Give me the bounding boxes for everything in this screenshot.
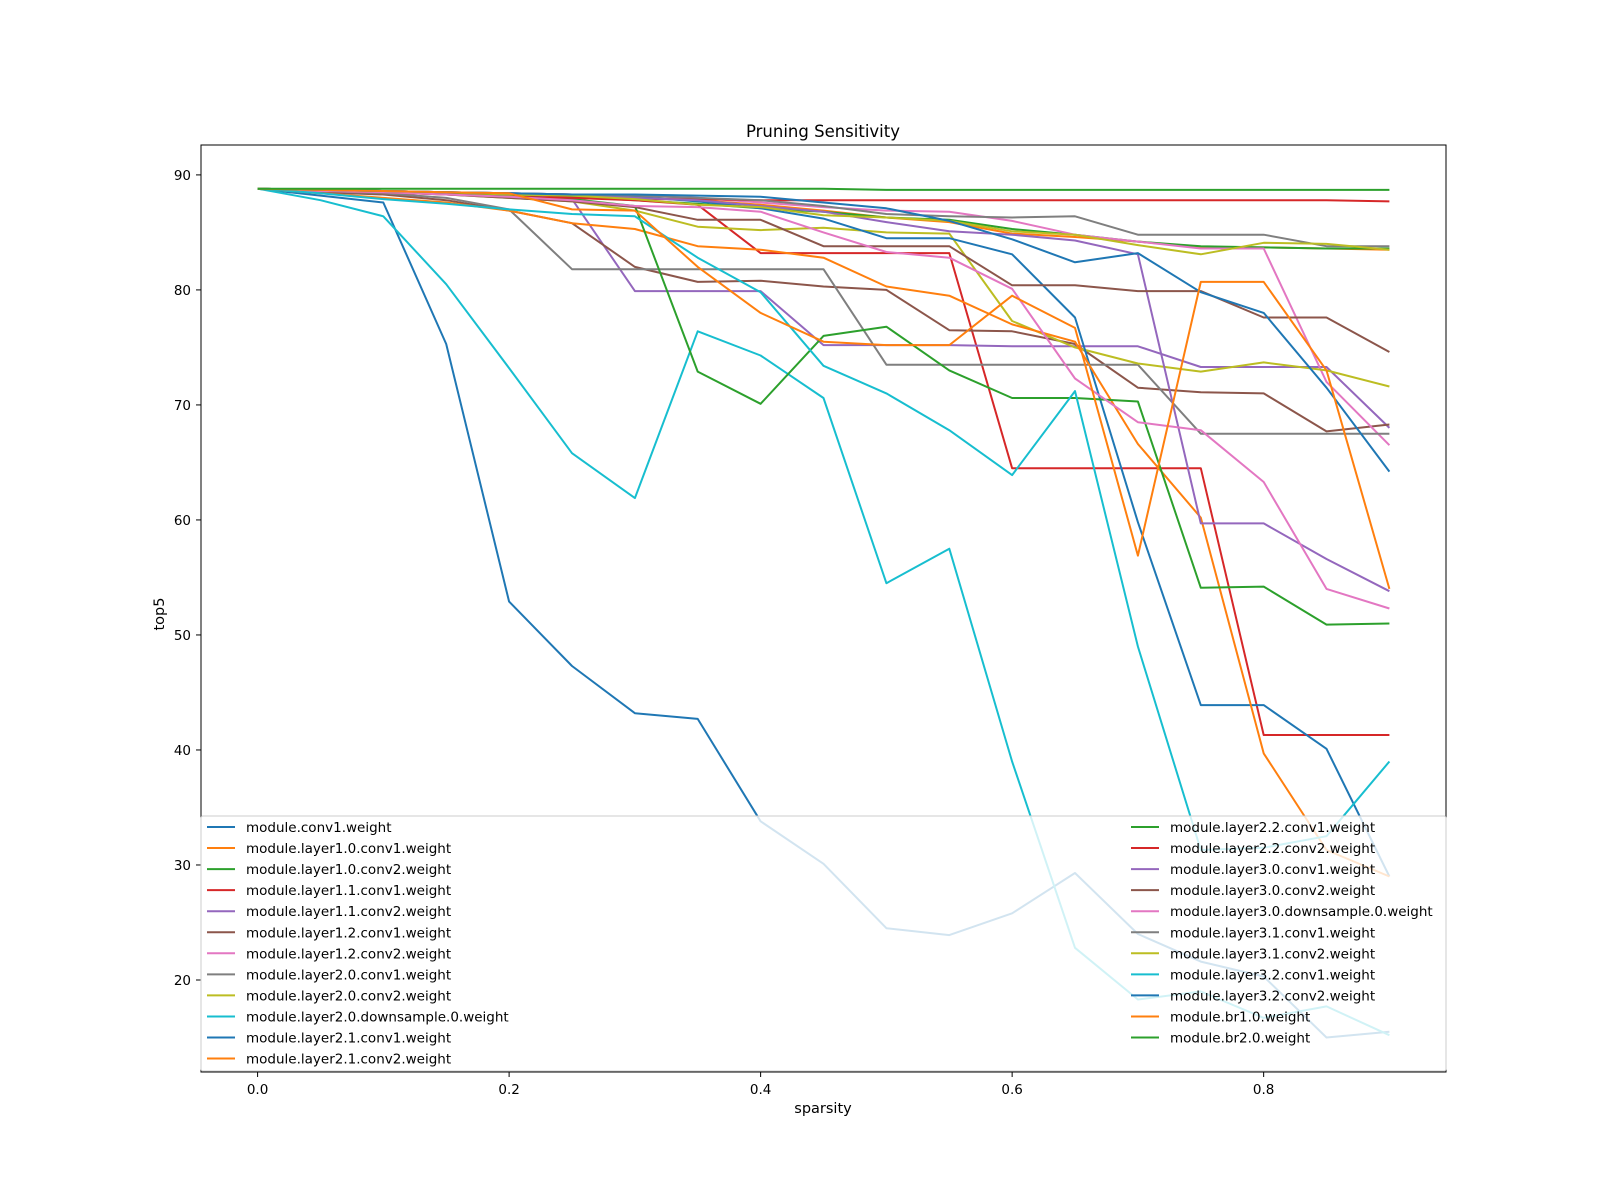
legend-label: module.layer2.0.downsample.0.weight: [246, 1009, 509, 1025]
legend-label: module.br1.0.weight: [1170, 1009, 1310, 1025]
y-tick-label: 50: [174, 628, 191, 644]
legend-label: module.layer3.1.conv1.weight: [1170, 925, 1375, 941]
x-tick-label: 0.2: [498, 1082, 519, 1098]
y-tick-label: 70: [174, 398, 191, 414]
legend-label: module.layer1.1.conv2.weight: [246, 904, 451, 920]
y-tick-label: 60: [174, 513, 191, 529]
x-tick-label: 0.8: [1253, 1082, 1274, 1098]
series-line-11: [257, 187, 1390, 878]
y-tick-label: 40: [174, 743, 191, 759]
plot-frame: [200, 144, 1447, 1073]
legend-label: module.layer3.2.conv2.weight: [1170, 988, 1375, 1004]
legend-label: module.layer2.2.conv2.weight: [1170, 841, 1375, 857]
legend-label: module.layer3.1.conv2.weight: [1170, 946, 1375, 962]
legend-label: module.layer2.0.conv1.weight: [246, 967, 451, 983]
legend-label: module.layer3.0.conv2.weight: [1170, 883, 1375, 899]
legend-label: module.layer1.1.conv1.weight: [246, 883, 451, 899]
y-tick-label: 80: [174, 283, 191, 299]
legend-label: module.layer1.2.conv2.weight: [246, 946, 451, 962]
y-axis-label: top5: [152, 598, 168, 631]
legend-box: [200, 815, 1447, 1072]
x-tick-label: 0.6: [1001, 1082, 1022, 1098]
chart-title: Pruning Sensitivity: [746, 122, 900, 141]
series-line-16: [257, 187, 1390, 610]
legend-label: module.conv1.weight: [246, 820, 392, 836]
y-tick-label: 20: [174, 973, 191, 989]
series-line-22: [257, 187, 1390, 191]
legend-label: module.layer3.0.downsample.0.weight: [1170, 904, 1433, 920]
series-line-12: [257, 187, 1390, 626]
legend-label: module.layer1.0.conv1.weight: [246, 841, 451, 857]
legend-label: module.layer3.2.conv1.weight: [1170, 967, 1375, 983]
legend-label: module.layer1.0.conv2.weight: [246, 862, 451, 878]
x-axis-label: sparsity: [794, 1101, 852, 1117]
y-tick-label: 90: [174, 168, 191, 184]
axes-layer: 0.0 0.2 0.4 0.6 0.8 20 30 40 50 60 70 80 90: [174, 144, 1447, 1098]
series-line-5: [257, 187, 1390, 433]
legend-label: module.layer1.2.conv1.weight: [246, 925, 451, 941]
legend-label: module.layer2.2.conv1.weight: [1170, 820, 1375, 836]
legend-label: module.layer2.0.conv2.weight: [246, 988, 451, 1004]
legend-label: module.br2.0.weight: [1170, 1031, 1310, 1047]
series-line-21: [257, 187, 1391, 590]
legend-label: module.layer2.1.conv1.weight: [246, 1031, 451, 1047]
x-tick-label: 0.0: [247, 1082, 268, 1098]
legend: module.conv1.weight module.layer1.0.conv1…: [200, 815, 1447, 1072]
y-tick-label: 30: [174, 858, 191, 874]
series-line-7: [257, 187, 1390, 435]
legend-label: module.layer2.1.conv2.weight: [246, 1052, 451, 1068]
x-tick-label: 0.4: [750, 1082, 771, 1098]
legend-label: module.layer3.0.conv1.weight: [1170, 862, 1375, 878]
